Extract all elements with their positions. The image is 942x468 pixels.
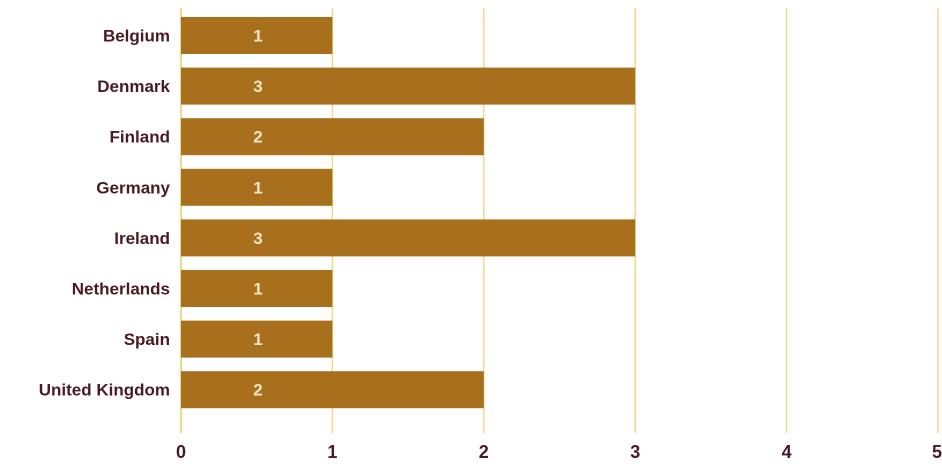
x-tick-label: 0 [176, 442, 186, 462]
bar-value-label: 3 [253, 229, 262, 248]
bar-value-label: 2 [253, 381, 262, 400]
x-tick-label: 3 [630, 442, 640, 462]
category-label: Ireland [114, 229, 170, 248]
x-tick-label: 5 [932, 442, 942, 462]
bar-netherlands [181, 270, 333, 307]
bar-united-kingdom [181, 371, 484, 409]
bar-belgium [181, 17, 333, 54]
category-label: Germany [96, 178, 170, 197]
x-tick-label: 2 [479, 442, 489, 462]
bar-value-label: 3 [253, 77, 262, 96]
bar-spain [181, 320, 333, 358]
category-label: Denmark [97, 77, 170, 96]
bar-ireland [181, 219, 636, 257]
bar-finland [181, 118, 484, 156]
bar-value-label: 1 [253, 330, 262, 349]
x-tick-labels: 0 1 2 3 4 5 [176, 442, 942, 462]
bar-value-label: 1 [253, 280, 262, 299]
category-label: Finland [110, 128, 170, 147]
bars: 1 3 2 1 3 1 1 2 [181, 17, 636, 409]
x-tick-label: 4 [782, 442, 792, 462]
category-label: Netherlands [72, 280, 170, 299]
bar-value-label: 1 [253, 178, 262, 197]
bar-germany [181, 168, 333, 206]
category-label: United Kingdom [39, 381, 170, 400]
bar-value-label: 2 [253, 128, 262, 147]
category-label: Spain [124, 330, 170, 349]
bar-denmark [181, 67, 636, 105]
category-labels: Belgium Denmark Finland Germany Ireland Nethe… [39, 27, 171, 400]
x-tick-label: 1 [327, 442, 337, 462]
bar-value-label: 1 [253, 27, 262, 46]
category-label: Belgium [103, 27, 170, 46]
